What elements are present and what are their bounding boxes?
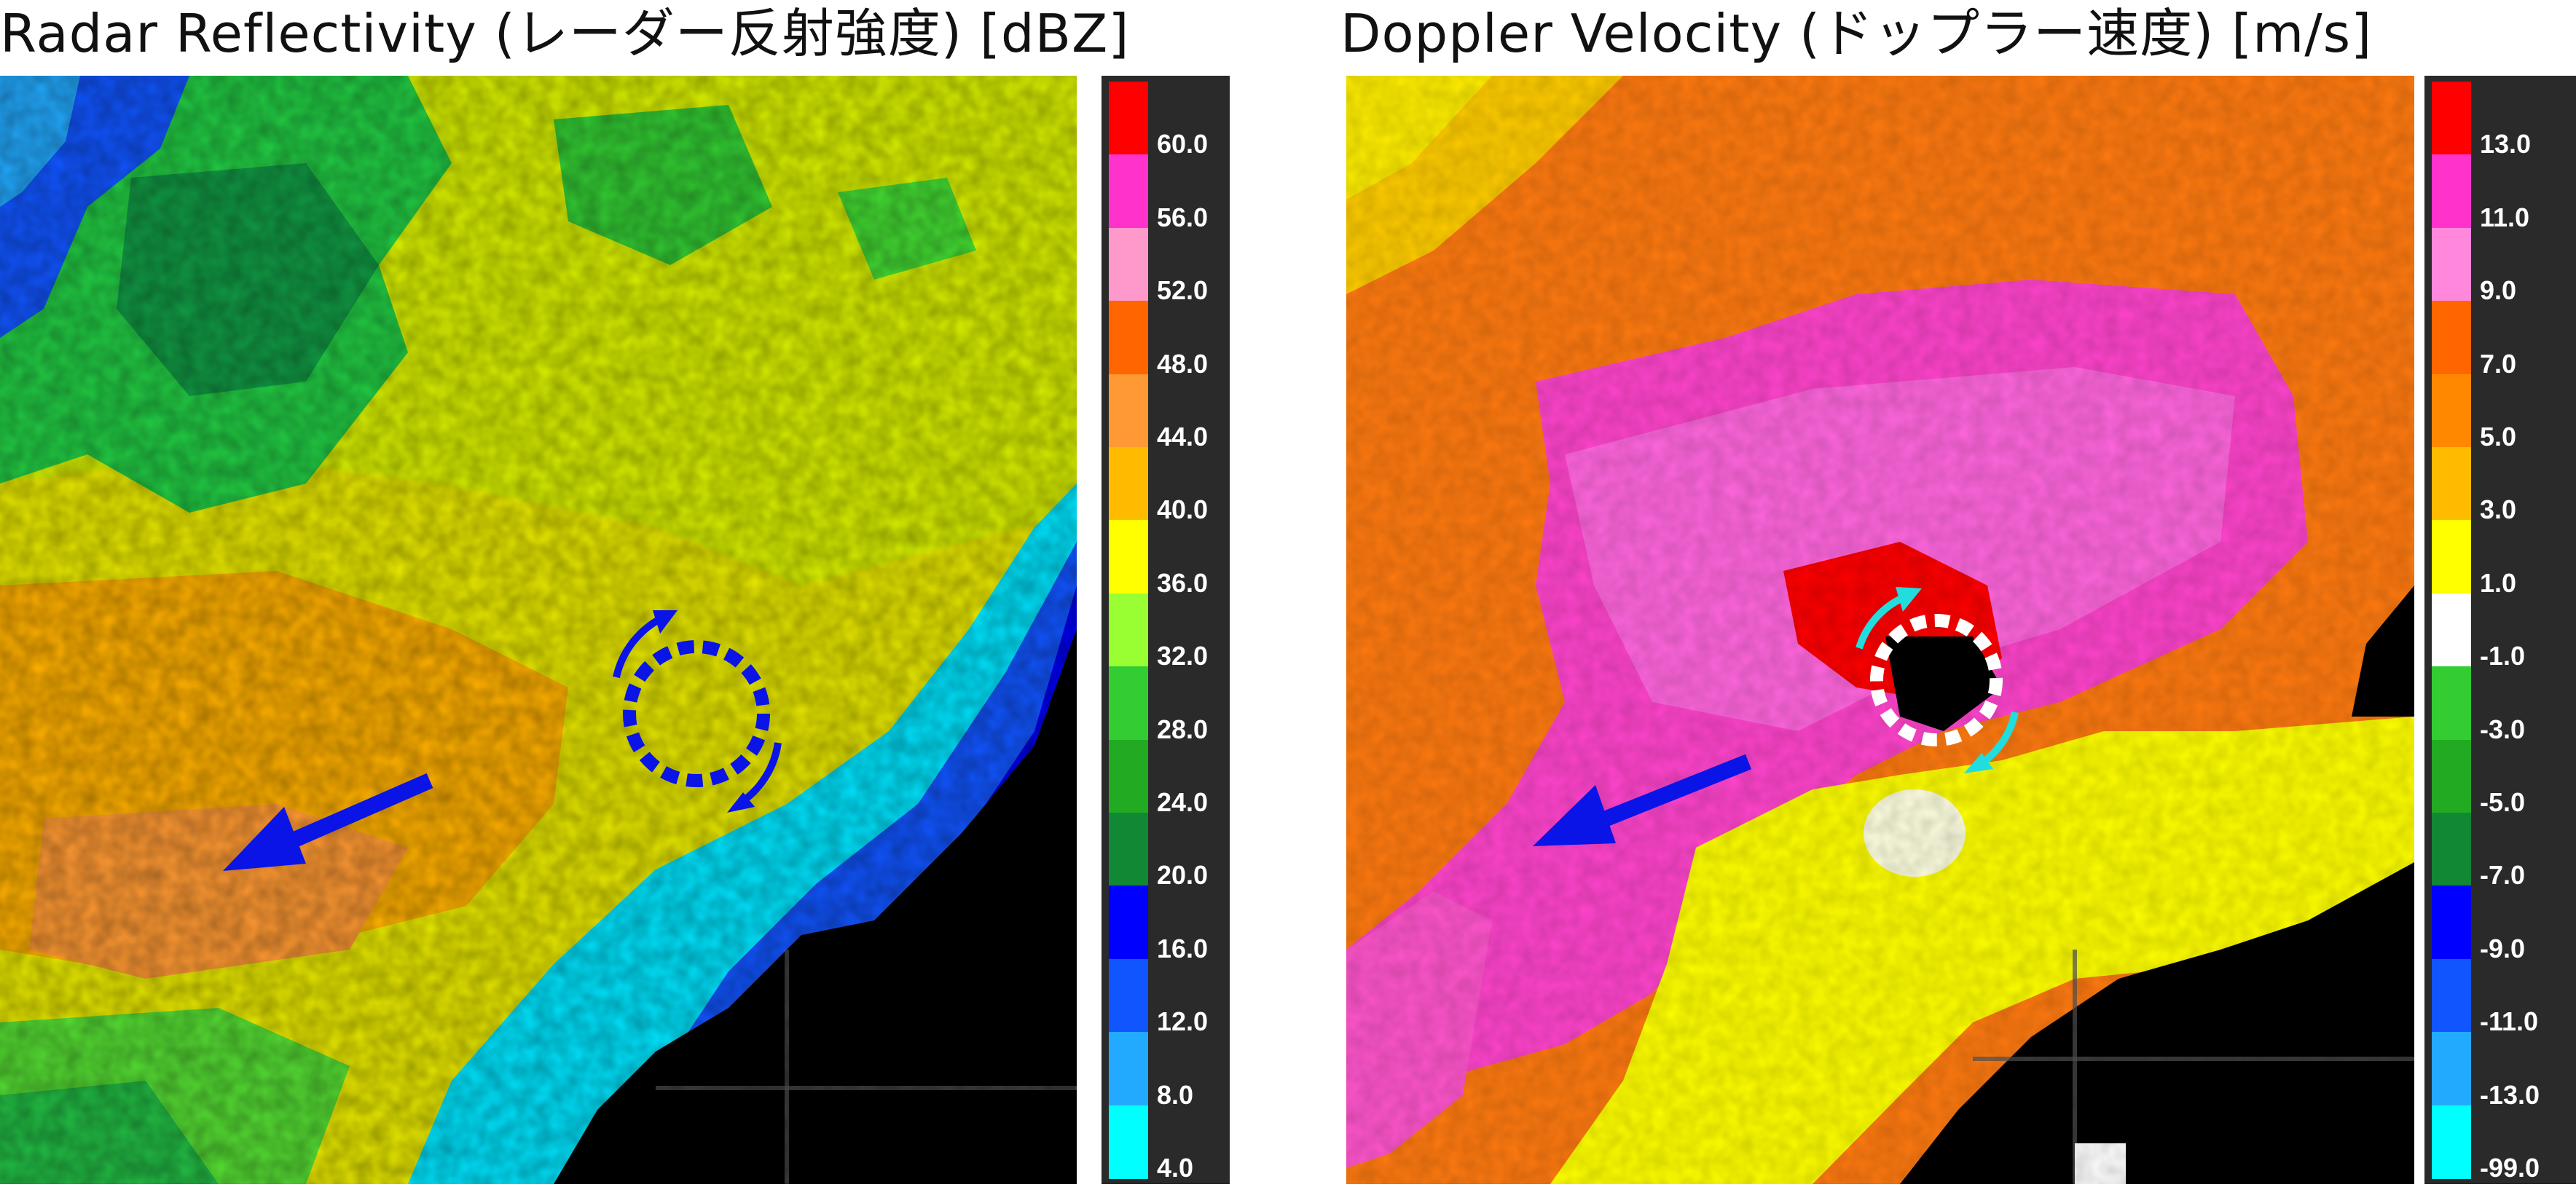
velocity-overlay bbox=[1533, 587, 2019, 846]
colorbar-swatch bbox=[2432, 1105, 2471, 1179]
colorbar-swatch bbox=[1109, 958, 1148, 1033]
colorbar-swatch bbox=[2432, 520, 2471, 594]
colorbar-swatch bbox=[2432, 813, 2471, 887]
colorbar-swatch bbox=[1109, 813, 1148, 887]
reflectivity-panel: Radar Reflectivity (レーダー反射強度) [dBZ] bbox=[0, 0, 1238, 1187]
colorbar-swatch bbox=[2432, 666, 2471, 741]
colorbar-swatch bbox=[1109, 886, 1148, 960]
colorbar-swatch bbox=[2432, 374, 2471, 448]
colorbar-swatch bbox=[1109, 1032, 1148, 1106]
colorbar-tick-label: 56.0 bbox=[1157, 202, 1209, 232]
colorbar-swatch bbox=[1109, 301, 1148, 375]
colorbar-tick-label: 44.0 bbox=[1157, 421, 1209, 451]
colorbar-tick-label: 8.0 bbox=[1157, 1079, 1194, 1110]
colorbar-swatch bbox=[2432, 82, 2471, 156]
colorbar-tick-label: 12.0 bbox=[1157, 1006, 1209, 1037]
velocity-svg bbox=[1346, 76, 2414, 1184]
reflectivity-title: Radar Reflectivity (レーダー反射強度) [dBZ] bbox=[0, 3, 1130, 64]
colorbar-tick-label: 3.0 bbox=[2480, 494, 2517, 525]
colorbar-tick-label: 28.0 bbox=[1157, 714, 1209, 744]
colorbar-swatch bbox=[2432, 886, 2471, 960]
colorbar-tick-label: 1.0 bbox=[2480, 567, 2517, 598]
colorbar-tick-label: 16.0 bbox=[1157, 933, 1209, 963]
reflectivity-overlay bbox=[223, 610, 782, 871]
dashed-circle-icon bbox=[1856, 587, 2019, 773]
blue-arrow-icon bbox=[223, 773, 433, 871]
colorbar-swatch bbox=[1109, 374, 1148, 448]
colorbar-tick-label: 13.0 bbox=[2480, 129, 2532, 159]
colorbar-swatch bbox=[2432, 593, 2471, 668]
colorbar-swatch bbox=[1109, 82, 1148, 156]
colorbar-swatch bbox=[2432, 154, 2471, 229]
colorbar-tick-label: -11.0 bbox=[2480, 1006, 2539, 1037]
reflectivity-image bbox=[0, 76, 1077, 1184]
colorbar-tick-label: 24.0 bbox=[1157, 786, 1209, 817]
colorbar-tick-label: -1.0 bbox=[2480, 641, 2526, 671]
colorbar-tick-label: 48.0 bbox=[1157, 348, 1209, 379]
colorbar-swatch bbox=[1109, 666, 1148, 741]
colorbar-tick-label: -3.0 bbox=[2480, 714, 2526, 744]
velocity-panel: Doppler Velocity (ドップラー速度) [m/s] bbox=[1340, 0, 2576, 1187]
colorbar-swatch bbox=[1109, 520, 1148, 594]
colorbar-tick-label: 36.0 bbox=[1157, 567, 1209, 598]
colorbar-swatch bbox=[2432, 301, 2471, 375]
velocity-colorbar: 13.0 11.0 9.0 7.0 5.0 3.0 1.0 -1.0 -3.0 -5.0 -7.0 -… bbox=[2424, 76, 2576, 1184]
colorbar-tick-label: 4.0 bbox=[1157, 1152, 1194, 1183]
colorbar-tick-label: 7.0 bbox=[2480, 348, 2517, 379]
colorbar-tick-label: 11.0 bbox=[2480, 202, 2530, 232]
colorbar-tick-label: 52.0 bbox=[1157, 275, 1209, 306]
colorbar-tick-label: -7.0 bbox=[2480, 860, 2526, 891]
colorbar-tick-label: 60.0 bbox=[1157, 129, 1209, 159]
colorbar-tick-label: -5.0 bbox=[2480, 786, 2526, 817]
velocity-title: Doppler Velocity (ドップラー速度) [m/s] bbox=[1340, 3, 2373, 64]
colorbar-tick-label: 20.0 bbox=[1157, 860, 1209, 891]
dashed-circle-icon bbox=[613, 610, 782, 813]
colorbar-swatch bbox=[2432, 958, 2471, 1033]
colorbar-swatch bbox=[2432, 447, 2471, 521]
colorbar-swatch bbox=[1109, 1105, 1148, 1179]
colorbar-tick-label: -9.0 bbox=[2480, 933, 2526, 963]
colorbar-tick-label: -99.0 bbox=[2480, 1152, 2540, 1183]
velocity-image bbox=[1346, 76, 2414, 1184]
colorbar-swatch bbox=[2432, 1032, 2471, 1106]
colorbar-swatch bbox=[1109, 739, 1148, 813]
reflectivity-svg bbox=[0, 76, 1077, 1184]
reflectivity-colorbar: 60.0 56.0 52.0 48.0 44.0 40.0 36.0 32.0 28.0 24.0… bbox=[1102, 76, 1230, 1184]
colorbar-swatch bbox=[1109, 154, 1148, 229]
colorbar-swatch bbox=[2432, 227, 2471, 302]
colorbar-tick-label: 9.0 bbox=[2480, 275, 2517, 306]
colorbar-swatch bbox=[1109, 593, 1148, 668]
colorbar-swatch bbox=[1109, 447, 1148, 521]
colorbar-tick-label: 40.0 bbox=[1157, 494, 1209, 525]
colorbar-swatch bbox=[2432, 739, 2471, 813]
blue-arrow-icon bbox=[1533, 754, 1752, 846]
colorbar-tick-label: 5.0 bbox=[2480, 421, 2517, 451]
colorbar-swatch bbox=[1109, 227, 1148, 302]
colorbar-tick-label: -13.0 bbox=[2480, 1079, 2540, 1110]
colorbar-tick-label: 32.0 bbox=[1157, 641, 1209, 671]
